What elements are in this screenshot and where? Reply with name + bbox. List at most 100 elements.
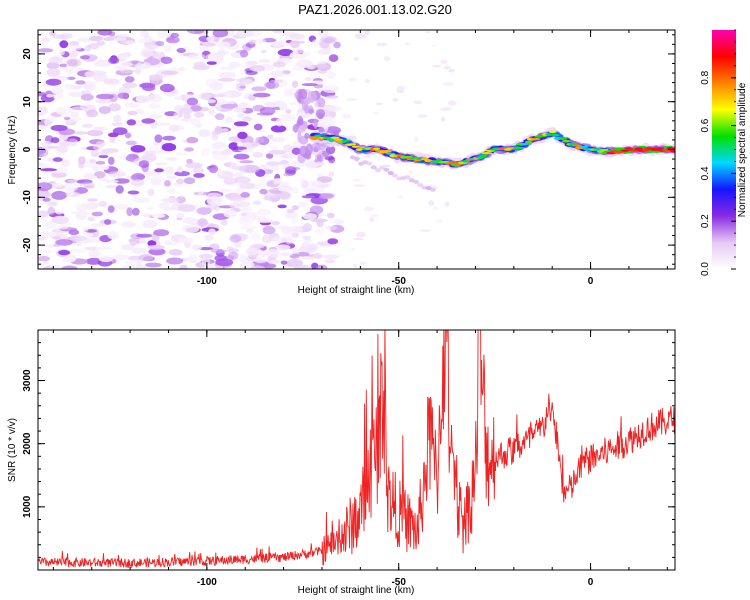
spectrogram-cell bbox=[217, 77, 236, 82]
spectrogram-cell bbox=[189, 253, 198, 261]
spectrogram-cell bbox=[272, 61, 286, 68]
spectrogram-cell bbox=[183, 177, 196, 185]
spectrogram-cell bbox=[440, 107, 452, 111]
spectrogram-cell bbox=[168, 124, 179, 132]
spectrogram-cell bbox=[58, 249, 70, 256]
spectrogram-cell bbox=[387, 171, 394, 175]
spectrogram-cell bbox=[248, 39, 257, 45]
spectrogram-cell bbox=[66, 76, 76, 81]
spectrogram-cell bbox=[108, 103, 122, 112]
spectrogram-cell bbox=[164, 242, 180, 246]
spectrogram-cell bbox=[85, 232, 94, 238]
spectrogram-cell bbox=[279, 191, 291, 200]
spectrogram-cell bbox=[89, 159, 96, 164]
spectrogram-cell bbox=[218, 188, 231, 193]
spectrogram-cell bbox=[328, 171, 334, 177]
spectrogram-cell bbox=[135, 94, 150, 104]
spectrogram-cell bbox=[322, 85, 340, 94]
spectrogram-cell bbox=[265, 153, 274, 159]
spectrogram-cell bbox=[310, 218, 328, 223]
spectrogram-cell bbox=[38, 48, 54, 53]
spectrogram-cell bbox=[215, 113, 225, 121]
spectrogram-cell bbox=[158, 202, 170, 209]
spectrogram-cell bbox=[136, 62, 144, 71]
spectrogram-cell bbox=[317, 49, 332, 55]
spectrogram-cell bbox=[126, 207, 133, 217]
spectrogram-cell bbox=[271, 221, 280, 226]
spectrogram-cell bbox=[92, 165, 100, 172]
spectrogram-cell bbox=[350, 247, 356, 251]
spectrogram-cell bbox=[217, 171, 225, 176]
spectrogram-cell bbox=[289, 101, 301, 106]
spectrogram-cell bbox=[192, 167, 205, 175]
spectrogram-cell bbox=[353, 57, 360, 61]
spectrogram-cell bbox=[354, 33, 367, 39]
spectrogram-cell bbox=[61, 265, 78, 269]
spectrogram-cell bbox=[429, 187, 436, 192]
spectrogram-cell bbox=[558, 137, 568, 141]
spectrogram-cell bbox=[283, 173, 292, 177]
spectrogram-cell bbox=[130, 179, 145, 187]
spectrogram-cell bbox=[305, 160, 318, 169]
spectrogram-cell bbox=[74, 131, 88, 135]
spectrogram-cell bbox=[240, 216, 251, 223]
spectrogram-cell bbox=[413, 100, 422, 104]
spectrogram-cell bbox=[125, 140, 137, 146]
spectrogram-cell bbox=[55, 209, 64, 215]
spectrogram-cell bbox=[68, 118, 79, 123]
spectrogram-cell bbox=[52, 167, 69, 174]
spectrogram-cell bbox=[327, 238, 339, 245]
spectrogram-cell bbox=[352, 263, 358, 268]
spectrogram-cell bbox=[96, 246, 112, 251]
spectrogram-cell bbox=[99, 256, 113, 263]
spectrogram-cell bbox=[88, 43, 100, 50]
spectrogram-cell bbox=[153, 229, 170, 237]
spectrogram-cell bbox=[309, 205, 324, 215]
spectrogram-cell bbox=[277, 181, 290, 187]
spectrogram-x-tick-label: 0 bbox=[588, 276, 594, 287]
spectrogram-cell bbox=[153, 122, 171, 126]
spectrogram-cell bbox=[314, 135, 322, 138]
spectrogram-cell bbox=[215, 258, 234, 267]
spectrogram-cell bbox=[176, 178, 185, 185]
spectrogram-cell bbox=[346, 98, 358, 101]
spectrogram-cell bbox=[220, 219, 228, 226]
spectrogram-cell bbox=[330, 41, 336, 45]
spectrogram-cell bbox=[301, 195, 315, 199]
spectrogram-cell bbox=[148, 94, 163, 103]
spectrogram-cell bbox=[137, 38, 154, 44]
spectrogram-cell bbox=[193, 111, 205, 118]
spectrogram-cell bbox=[291, 217, 298, 224]
spectrogram-cell bbox=[174, 170, 190, 177]
spectrogram-cell bbox=[272, 235, 287, 244]
spectrogram-cell bbox=[126, 119, 137, 126]
spectrogram-cell bbox=[38, 124, 48, 130]
spectrogram-cell bbox=[182, 217, 198, 225]
colorbar-label: Normalized spectral amplitude bbox=[737, 82, 748, 217]
spectrogram-cell bbox=[198, 129, 211, 138]
snr-y-tick-label: 2000 bbox=[22, 432, 33, 455]
spectrogram-cell bbox=[98, 154, 109, 159]
spectrogram-cell bbox=[520, 143, 530, 146]
spectrogram-cell bbox=[161, 197, 180, 204]
spectrogram-cell bbox=[237, 113, 245, 118]
spectrogram-cell bbox=[120, 40, 127, 45]
spectrogram-cell bbox=[266, 161, 282, 166]
spectrogram-cell bbox=[64, 254, 77, 263]
spectrogram-cell bbox=[442, 81, 455, 87]
spectrogram-cell bbox=[105, 184, 118, 189]
spectrogram-cell bbox=[317, 154, 322, 162]
spectrogram-cell bbox=[376, 42, 388, 47]
spectrogram-cell bbox=[634, 147, 644, 151]
spectrogram-cell bbox=[185, 227, 199, 233]
spectrogram-cell bbox=[266, 134, 274, 140]
spectrogram-cell bbox=[218, 72, 237, 79]
spectrogram-cell bbox=[166, 257, 184, 265]
spectrogram-cell bbox=[240, 225, 257, 231]
spectrogram-cell bbox=[353, 184, 366, 188]
spectrogram-cell bbox=[169, 32, 180, 38]
spectrogram-cell bbox=[184, 147, 195, 152]
spectrogram-cell bbox=[332, 219, 345, 225]
spectrogram-cell bbox=[273, 136, 286, 143]
spectrogram-cell bbox=[127, 190, 140, 195]
